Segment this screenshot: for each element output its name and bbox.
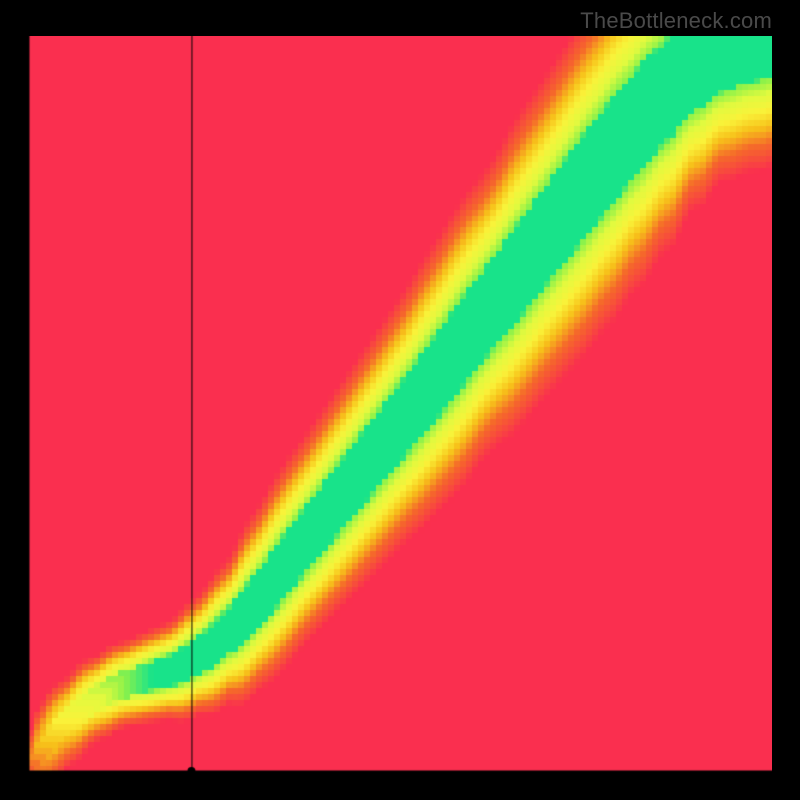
watermark-text: TheBottleneck.com: [580, 8, 772, 34]
chart-container: TheBottleneck.com: [0, 0, 800, 800]
overlay-canvas: [28, 36, 772, 772]
plot-area: [28, 36, 772, 772]
